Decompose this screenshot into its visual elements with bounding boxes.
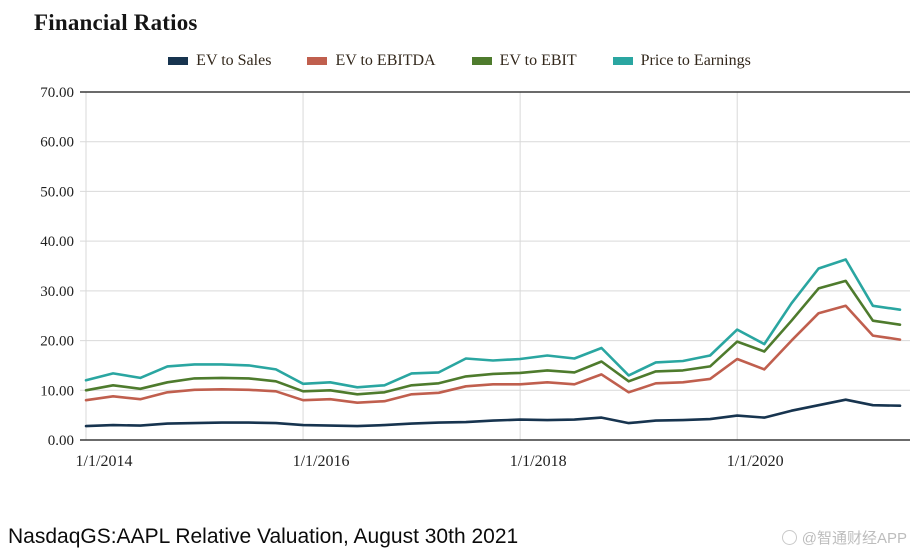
legend-swatch-icon	[168, 57, 189, 65]
y-axis-tick-label: 10.00	[40, 383, 74, 399]
y-axis-tick-label: 30.00	[40, 284, 74, 300]
legend-label: Price to Earnings	[640, 52, 751, 69]
x-axis-tick-label: 1/1/2014	[76, 453, 133, 470]
x-axis-tick-label: 1/1/2020	[727, 453, 784, 470]
chart-legend: EV to Sales EV to EBITDA EV to EBIT Price t…	[0, 50, 919, 72]
legend-item: EV to EBITDA	[307, 52, 436, 70]
y-axis-tick-label: 50.00	[40, 184, 74, 200]
legend-label: EV to Sales	[196, 52, 272, 69]
legend-swatch-icon	[612, 57, 633, 65]
legend-item: Price to Earnings	[612, 52, 751, 70]
series-line-price-to-earnings	[84, 258, 902, 389]
x-axis-tick-label: 1/1/2016	[293, 453, 350, 470]
series-line-ev-to-sales	[84, 398, 902, 428]
legend-item: EV to Sales	[168, 52, 271, 70]
series-line-ev-to-ebitda	[84, 304, 902, 405]
x-axis-tick-label: 1/1/2018	[510, 453, 567, 470]
series-line-ev-to-ebit	[84, 279, 902, 396]
legend-swatch-icon	[471, 57, 492, 65]
caption-text: NasdaqGS:AAPL Relative Valuation, August…	[8, 525, 519, 548]
y-axis-tick-label: 70.00	[40, 85, 74, 101]
y-axis-tick-label: 0.00	[48, 433, 74, 449]
watermark-logo-icon	[781, 529, 797, 545]
chart-area: 1/1/2014 1/1/2016 1/1/2018 1/1/2020 0.00 10.0…	[0, 76, 919, 488]
watermark-text: @智通财经APP	[801, 529, 907, 547]
legend-label: EV to EBITDA	[335, 52, 436, 69]
y-axis-tick-label: 20.00	[40, 334, 74, 350]
watermark: @智通财经APP	[781, 527, 907, 548]
chart-svg: 1/1/2014 1/1/2016 1/1/2018 1/1/2020 0.00 10.0…	[40, 85, 910, 470]
legend-swatch-icon	[307, 57, 328, 65]
legend-item: EV to EBIT	[471, 52, 577, 70]
legend-label: EV to EBIT	[499, 52, 577, 69]
chart-title: Financial Ratios	[34, 10, 198, 35]
y-axis-tick-label: 60.00	[40, 135, 74, 151]
y-axis-tick-label: 40.00	[40, 234, 74, 250]
caption-bar: NasdaqGS:AAPL Relative Valuation, August…	[0, 514, 919, 560]
